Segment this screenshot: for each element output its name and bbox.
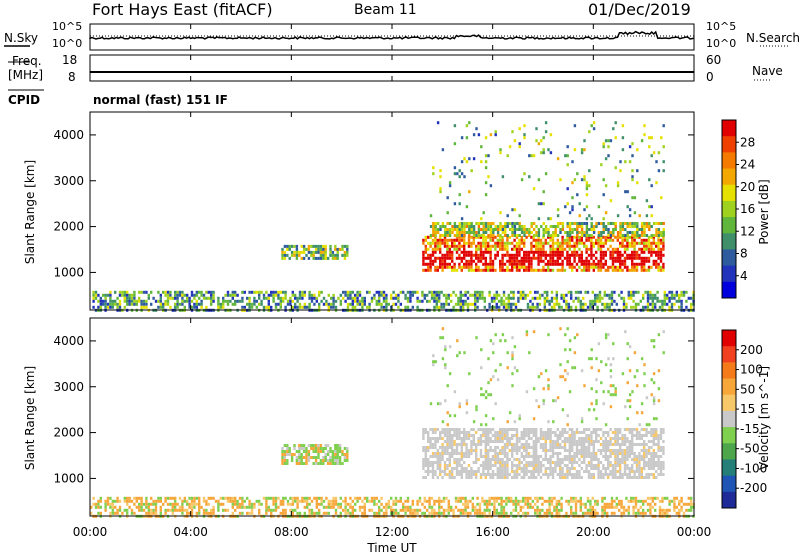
velocity-cells	[90, 327, 695, 518]
noise-left-tick-top: 10^5	[52, 20, 83, 33]
date-title: 01/Dec/2019	[588, 0, 691, 19]
velocity-yticks: 4000 3000 2000 1000	[53, 334, 694, 485]
velocity-panel-background	[90, 318, 694, 516]
colorbar-tick-label: 28	[740, 135, 755, 149]
xtick-label: 16:00	[475, 525, 510, 539]
ytick-label: 3000	[53, 174, 84, 188]
freq-left-tick-bottom: 8	[68, 70, 76, 84]
colorbar-tick-label: 16	[740, 202, 755, 216]
xtick-label: 00:00	[677, 525, 712, 539]
noise-left-tick-bottom: 10^0	[52, 37, 83, 50]
freq-trace	[8, 61, 772, 91]
ytick-label: 4000	[53, 128, 84, 142]
ytick-label: 1000	[53, 265, 84, 279]
cpid-label: CPID	[8, 93, 41, 107]
freq-right-tick-bottom: 0	[706, 70, 714, 84]
xtick-label: 20:00	[576, 525, 611, 539]
velocity-ylabel: Slant Range [km]	[23, 366, 37, 470]
freq-left-tick-top: 18	[62, 53, 78, 67]
power-colorbar-label: Power [dB]	[757, 179, 771, 244]
colorbar-tick-label: 200	[740, 343, 763, 357]
radar-title: Fort Hays East (fitACF)	[92, 0, 273, 19]
freq-right-tick-top: 60	[706, 53, 722, 67]
power-ylabel: Slant Range [km]	[23, 160, 37, 264]
noise-trace	[4, 30, 790, 47]
ytick-label: 2000	[53, 220, 84, 234]
freq-label: Freq.	[12, 54, 42, 68]
xtick-label: 12:00	[375, 525, 410, 539]
cpid-value: normal (fast) 151 IF	[93, 93, 228, 107]
nsky-label: N.Sky	[4, 31, 39, 45]
nave-label: Nave	[752, 64, 783, 78]
xtick-label: 04:00	[173, 525, 208, 539]
nsearch-label: N.Search	[746, 31, 800, 45]
colorbar-tick-label: 100	[740, 363, 763, 377]
colorbar-tick-label: 20	[740, 180, 755, 194]
ytick-label: 4000	[53, 334, 84, 348]
power-colorbar: 28 24 20 16 12 8 4	[721, 119, 755, 299]
ytick-label: 1000	[53, 471, 84, 485]
ytick-label: 2000	[53, 426, 84, 440]
colorbar-tick-label: -15	[740, 422, 760, 436]
xtick-label: 08:00	[274, 525, 309, 539]
colorbar-tick-label: -200	[740, 481, 767, 495]
ytick-label: 3000	[53, 380, 84, 394]
velocity-colorbar: 200 100 50 15 -15 -50 -100 -200	[721, 329, 767, 509]
colorbar-tick-label: 4	[740, 269, 748, 283]
colorbar-tick-label: 24	[740, 158, 755, 172]
colorbar-tick-label: 50	[740, 382, 755, 396]
colorbar-tick-label: -100	[740, 461, 767, 475]
freq-unit-label: [MHz]	[8, 68, 44, 82]
beam-title: Beam 11	[354, 2, 417, 18]
power-yticks: 4000 3000 2000 1000	[53, 128, 694, 279]
x-axis-label: Time UT	[366, 541, 417, 554]
colorbar-tick-label: 15	[740, 402, 755, 416]
xtick-label: 00:00	[73, 525, 108, 539]
x-axis-ticks: 00:00 04:00 08:00 12:00 16:00 20:00 00:00	[73, 24, 712, 539]
velocity-colorbar-label: Velocity [m s^-1]	[757, 366, 771, 470]
noise-sky-line	[89, 30, 695, 40]
noise-right-tick-top: 10^5	[706, 20, 737, 33]
colorbar-tick-label: 8	[740, 247, 748, 261]
power-panel-background	[90, 112, 694, 310]
colorbar-tick-label: -50	[740, 442, 760, 456]
noise-right-tick-bottom: 10^0	[706, 37, 737, 50]
colorbar-tick-label: 12	[740, 224, 755, 238]
